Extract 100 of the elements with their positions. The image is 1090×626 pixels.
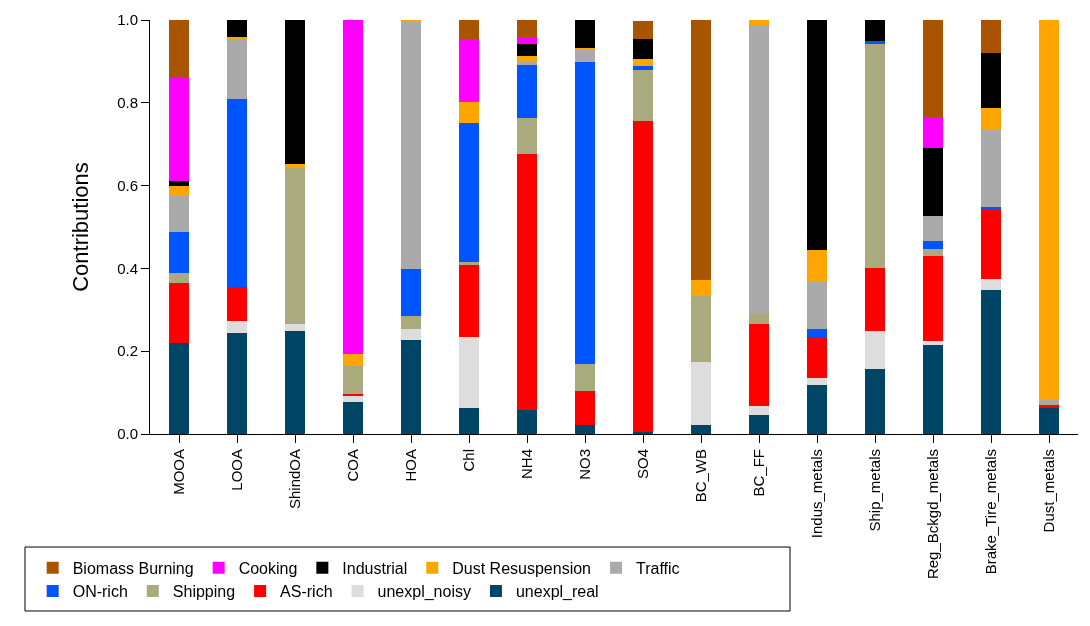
- x-tick-label: ShindOA: [285, 449, 303, 510]
- bar: [517, 65, 537, 119]
- legend-label: Cooking: [238, 560, 298, 578]
- bar: [633, 70, 653, 122]
- bar: [633, 39, 653, 60]
- bar: [459, 122, 479, 263]
- bar: [923, 20, 943, 117]
- bar: [227, 98, 247, 288]
- legend-label: Traffic: [636, 560, 680, 578]
- bar: [749, 406, 769, 416]
- bar: [169, 282, 189, 343]
- bar: [923, 344, 943, 434]
- y-tick-label: 0.2: [117, 342, 138, 360]
- bar: [633, 121, 653, 432]
- x-tick-label: Dust_metals: [1039, 449, 1057, 533]
- bar: [575, 20, 595, 48]
- bar: [1039, 20, 1059, 401]
- bar: [749, 313, 769, 324]
- legend-label: Biomass Burning: [72, 560, 194, 578]
- x-tick-label: Ship_metals: [865, 449, 883, 532]
- bar: [401, 20, 421, 23]
- bar: [285, 330, 305, 434]
- x-tick-label: MOOA: [169, 449, 187, 495]
- bar: [517, 20, 537, 39]
- bar: [749, 415, 769, 434]
- legend-label: Industrial: [342, 560, 408, 578]
- bar: [807, 378, 827, 385]
- bar: [285, 20, 305, 165]
- bar: [923, 249, 943, 257]
- bar: [227, 287, 247, 321]
- bar: [807, 328, 827, 338]
- x-tick-label: HOA: [401, 449, 419, 482]
- bar: [459, 101, 479, 123]
- x-tick-label: Reg_Bckgd_metals: [923, 449, 941, 580]
- bar: [923, 340, 943, 345]
- bar: [865, 20, 885, 42]
- bar: [227, 37, 247, 40]
- bar: [923, 147, 943, 217]
- bar: [517, 56, 537, 62]
- bar: [169, 195, 189, 233]
- x-tick-label: Brake_Tire_metals: [981, 449, 999, 575]
- bar: [691, 279, 711, 297]
- bar: [169, 77, 189, 182]
- bar: [865, 330, 885, 369]
- bar: [807, 250, 827, 283]
- x-tick-label: BC_WB: [691, 449, 709, 503]
- y-tick-label: 0.8: [117, 94, 138, 112]
- bar: [343, 365, 363, 394]
- bar: [749, 24, 769, 314]
- bar: [169, 272, 189, 283]
- bar: [633, 59, 653, 66]
- bar: [981, 20, 1001, 53]
- bar: [459, 408, 479, 434]
- bar: [401, 340, 421, 434]
- bar: [981, 278, 1001, 291]
- bar: [981, 128, 1001, 208]
- y-tick-label: 0.0: [117, 425, 138, 443]
- bar: [691, 361, 711, 426]
- bar: [517, 38, 537, 44]
- bar: [575, 47, 595, 50]
- bar: [807, 282, 827, 329]
- bar: [401, 315, 421, 330]
- bar: [923, 216, 943, 241]
- legend-label: unexpl_real: [515, 583, 599, 602]
- bar: [691, 296, 711, 362]
- bar: [517, 43, 537, 57]
- legend-label: ON-rich: [72, 583, 128, 601]
- bar: [807, 337, 827, 379]
- bar: [807, 20, 827, 251]
- bar: [633, 65, 653, 71]
- bar: [865, 368, 885, 434]
- bar: [459, 265, 479, 337]
- bar: [575, 424, 595, 434]
- legend-label: unexpl_noisy: [377, 583, 471, 602]
- y-tick-label: 1.0: [117, 11, 138, 29]
- bar: [749, 20, 769, 25]
- bar: [227, 320, 247, 333]
- bar: [517, 153, 537, 410]
- bar: [459, 262, 479, 266]
- bar: [807, 384, 827, 434]
- bar: [923, 240, 943, 250]
- bar: [575, 49, 595, 62]
- legend-label: Dust Resuspension: [452, 560, 592, 578]
- legend-label: Shipping: [172, 583, 236, 601]
- bar: [459, 39, 479, 102]
- bar: [401, 268, 421, 316]
- bar: [865, 41, 885, 45]
- bar: [749, 323, 769, 407]
- bar: [343, 20, 363, 355]
- bar: [401, 22, 421, 269]
- bar: [227, 39, 247, 99]
- bar: [285, 324, 305, 331]
- x-tick-label: NO3: [575, 449, 593, 480]
- bar: [575, 364, 595, 391]
- bar: [865, 267, 885, 331]
- y-axis-title: Contributions: [67, 162, 93, 292]
- bar: [227, 332, 247, 434]
- bar: [459, 20, 479, 40]
- bar: [169, 20, 189, 78]
- bar: [923, 256, 943, 341]
